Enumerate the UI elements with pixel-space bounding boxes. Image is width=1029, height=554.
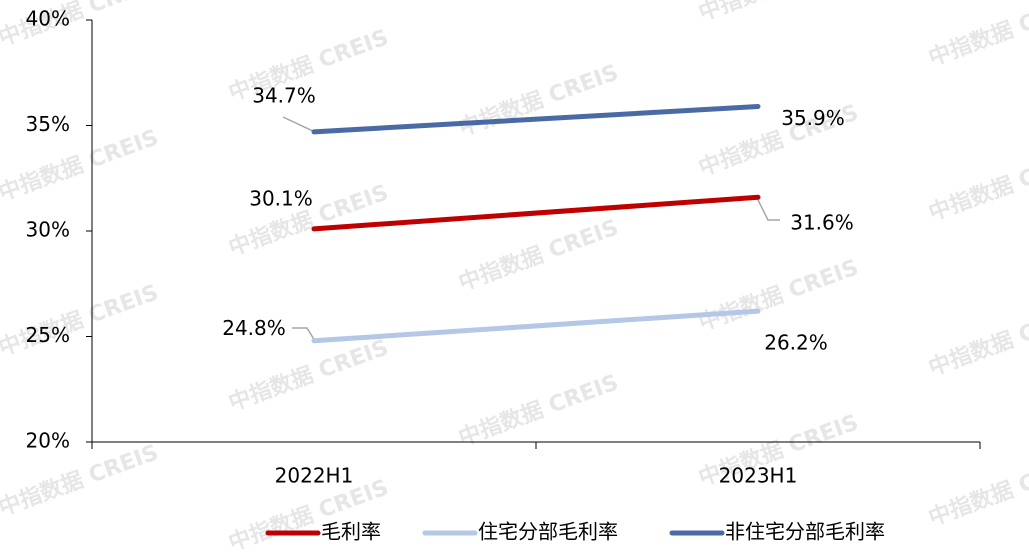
watermark: 中指数据 CREIS [455,369,622,451]
watermark: 中指数据 CREIS [455,214,622,296]
series-line [311,308,761,344]
y-tick-label: 25% [26,323,70,347]
x-tick-label: 2022H1 [275,464,354,488]
watermark: 中指数据 CREIS [695,254,862,336]
watermark: 中指数据 CREIS [925,0,1029,71]
watermark: 中指数据 CREIS [225,334,392,416]
y-tick-label: 30% [26,218,70,242]
leader-line [756,197,780,221]
watermark: 中指数据 CREIS [0,124,162,206]
y-tick-label: 40% [26,7,70,31]
watermark: 中指数据 CREIS [925,144,1029,226]
watermark: 中指数据 CREIS [0,439,162,521]
series-line [311,194,761,232]
leader-line [282,116,316,133]
watermark: 中指数据 CREIS [925,299,1029,381]
x-tick-label: 2023H1 [719,464,798,488]
watermark: 中指数据 CREIS [695,0,862,26]
data-label: 35.9% [781,106,845,130]
y-tick-label: 35% [26,112,70,136]
watermark: 中指数据 CREIS [0,279,162,361]
data-label: 24.8% [222,316,286,340]
watermark: 中指数据 CREIS [0,0,162,51]
data-label: 30.1% [249,186,313,210]
legend-label: 非住宅分部毛利率 [725,520,885,544]
y-tick-label: 20% [26,429,70,453]
series-line [311,104,761,135]
data-label: 31.6% [790,211,854,235]
watermark: 中指数据 CREIS [925,449,1029,531]
legend-label: 毛利率 [321,520,381,544]
leader-line [292,327,316,342]
data-label: 26.2% [764,331,828,355]
data-label: 34.7% [252,83,316,107]
watermark: 中指数据 CREIS [455,59,622,141]
legend-label: 住宅分部毛利率 [478,520,618,544]
